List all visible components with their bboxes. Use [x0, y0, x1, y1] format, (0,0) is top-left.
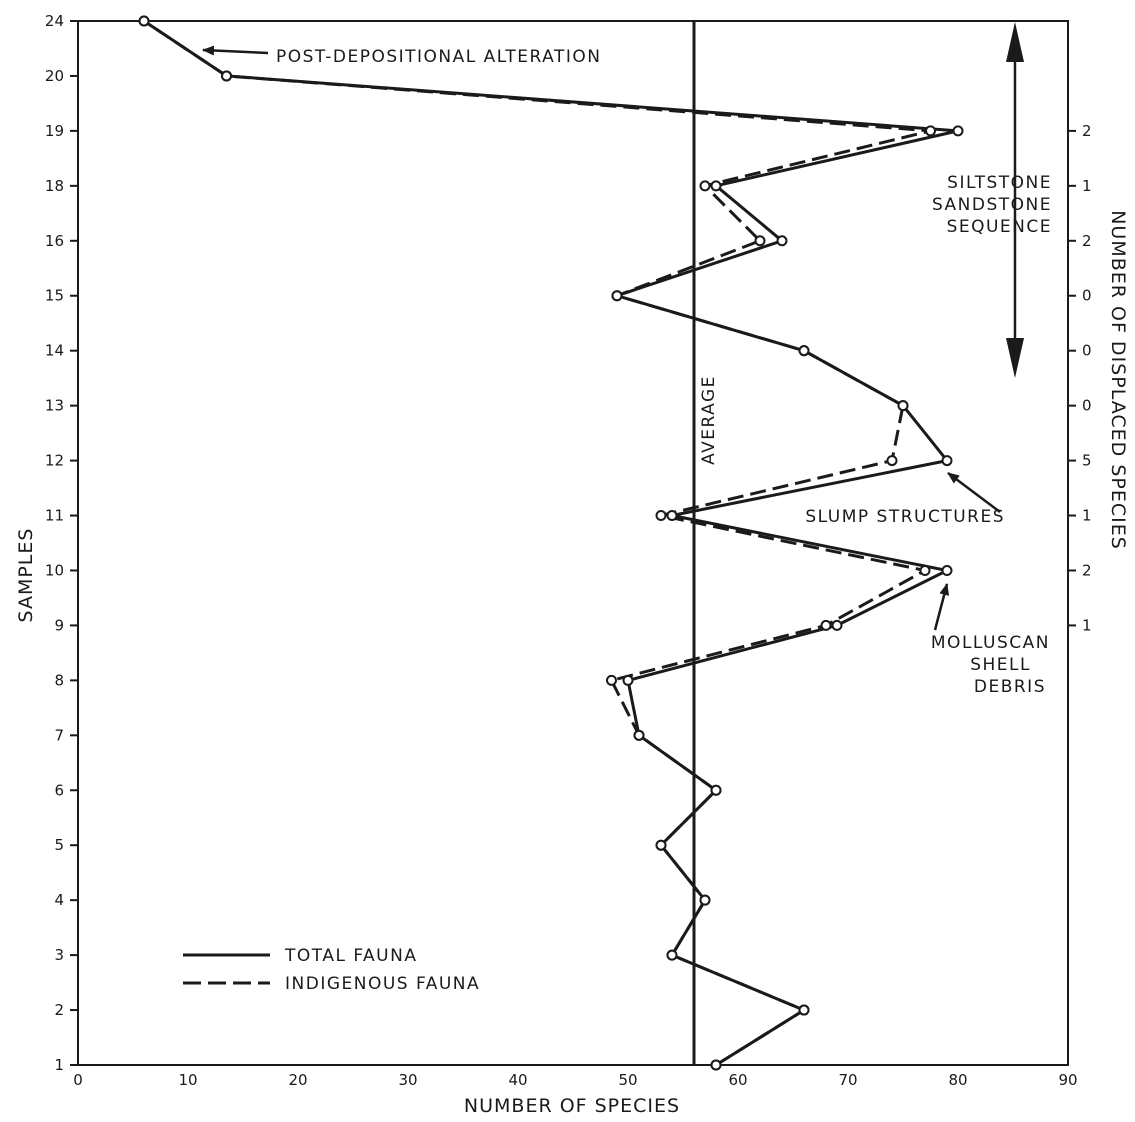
- displaced-species-label: 1: [1082, 507, 1092, 525]
- x-tick-label: 20: [288, 1071, 307, 1089]
- x-tick-label: 30: [398, 1071, 417, 1089]
- y-tick-label: 2: [54, 1001, 64, 1019]
- right-axis-title: NUMBER OF DISPLACED SPECIES: [1107, 210, 1129, 550]
- debris-label: DEBRIS: [974, 677, 1046, 697]
- indigenous-fauna-point: [699, 180, 711, 192]
- x-tick-label: 80: [948, 1071, 967, 1089]
- total-fauna-point: [622, 674, 634, 686]
- y-tick-label: 15: [45, 287, 64, 305]
- y-tick-label: 6: [54, 781, 64, 799]
- y-tick-label: 20: [45, 67, 64, 85]
- y-tick-label: 12: [45, 452, 64, 470]
- y-tick-label: 24: [45, 12, 64, 30]
- average-label: AVERAGE: [699, 375, 719, 465]
- total-fauna-point: [941, 455, 953, 467]
- total-fauna-point: [138, 15, 150, 27]
- x-tick-label: 0: [73, 1071, 83, 1089]
- indigenous-fauna-point: [606, 674, 617, 686]
- legend-indigenous-fauna: INDIGENOUS FAUNA: [285, 974, 480, 994]
- slump-arrow: [947, 472, 1001, 513]
- y-tick-label: 9: [54, 616, 64, 634]
- total-fauna-point: [798, 1004, 810, 1016]
- total-fauna-point: [952, 125, 964, 137]
- sequence-arrow-head-down: [1006, 338, 1024, 378]
- legend-total-fauna: TOTAL FAUNA: [284, 946, 417, 966]
- indigenous-fauna-point: [925, 125, 936, 137]
- y-tick-label: 14: [45, 342, 64, 360]
- x-tick-label: 50: [618, 1071, 637, 1089]
- total-fauna-point: [666, 510, 678, 522]
- indigenous-fauna-point: [754, 235, 766, 247]
- annotation-group: [202, 22, 1024, 631]
- shell-label: SHELL: [970, 655, 1031, 675]
- indigenous-fauna-point: [820, 619, 832, 631]
- indigenous-fauna-point: [886, 455, 898, 467]
- total-fauna-point: [710, 784, 722, 796]
- total-fauna-point: [776, 235, 788, 247]
- indigenous-fauna-point: [655, 510, 667, 522]
- y-tick-label: 7: [54, 726, 64, 744]
- total-fauna-point: [666, 949, 678, 961]
- total-fauna-point: [699, 894, 711, 906]
- displaced-species-label: 0: [1082, 342, 1092, 360]
- displaced-species-label: 5: [1082, 452, 1092, 470]
- y-tick-label: 3: [54, 946, 64, 964]
- total-fauna-point: [710, 180, 722, 192]
- y-tick-label: 18: [45, 177, 64, 195]
- total-fauna-line: [143, 19, 960, 1067]
- displaced-species-label: 2: [1082, 122, 1092, 140]
- y-tick-label: 11: [45, 507, 64, 525]
- x-tick-label: 60: [728, 1071, 747, 1089]
- displaced-species-label: 1: [1082, 177, 1092, 195]
- total-fauna-point: [710, 1059, 722, 1071]
- x-tick-label: 40: [508, 1071, 527, 1089]
- total-fauna-point: [897, 400, 909, 412]
- total-fauna-point: [798, 345, 810, 357]
- slump-label: SLUMP STRUCTURES: [805, 507, 1005, 527]
- y-tick-label: 1: [54, 1056, 64, 1074]
- x-tick-label: 90: [1058, 1071, 1077, 1089]
- total-fauna-point: [941, 564, 953, 576]
- displaced-species-label: 0: [1082, 397, 1092, 415]
- displaced-species-label: 2: [1082, 561, 1092, 579]
- series-group: [138, 15, 964, 1071]
- molluscan-arrow: [933, 583, 950, 631]
- displaced-species-label: 1: [1082, 616, 1092, 634]
- total-fauna-point: [655, 839, 667, 851]
- y-tick-label: 8: [54, 671, 64, 689]
- total-fauna-point: [831, 619, 843, 631]
- legend: TOTAL FAUNA INDIGENOUS FAUNA: [183, 946, 480, 994]
- sequence-label: SEQUENCE: [947, 217, 1052, 237]
- displaced-species-label: 2: [1082, 232, 1092, 250]
- y-tick-label: 10: [45, 561, 64, 579]
- y-tick-label: 19: [45, 122, 64, 140]
- y-tick-label: 13: [45, 397, 64, 415]
- plot-frame: [77, 20, 1069, 1066]
- indigenous-fauna-point: [919, 564, 931, 576]
- displaced-species-label: 0: [1082, 287, 1092, 305]
- x-axis-title: NUMBER OF SPECIES: [464, 1095, 680, 1117]
- plot-border: [77, 20, 1069, 1066]
- sequence-arrow-head-up: [1006, 22, 1024, 62]
- y-tick-label: 5: [54, 836, 64, 854]
- y-axis-title: SAMPLES: [15, 528, 37, 623]
- total-fauna-point: [633, 729, 645, 741]
- post-depositional-arrow: [202, 45, 269, 56]
- total-fauna-point: [611, 290, 623, 302]
- total-fauna-point: [221, 70, 232, 82]
- molluscan-label: MOLLUSCAN: [931, 633, 1050, 653]
- sandstone-label: SANDSTONE: [932, 195, 1052, 215]
- y-tick-label: 4: [54, 891, 64, 909]
- x-tick-label: 10: [178, 1071, 197, 1089]
- x-tick-label: 70: [838, 1071, 857, 1089]
- post-depositional-label: POST-DEPOSITIONAL ALTERATION: [276, 47, 601, 67]
- siltstone-label: SILTSTONE: [947, 173, 1052, 193]
- y-tick-label: 16: [45, 232, 64, 250]
